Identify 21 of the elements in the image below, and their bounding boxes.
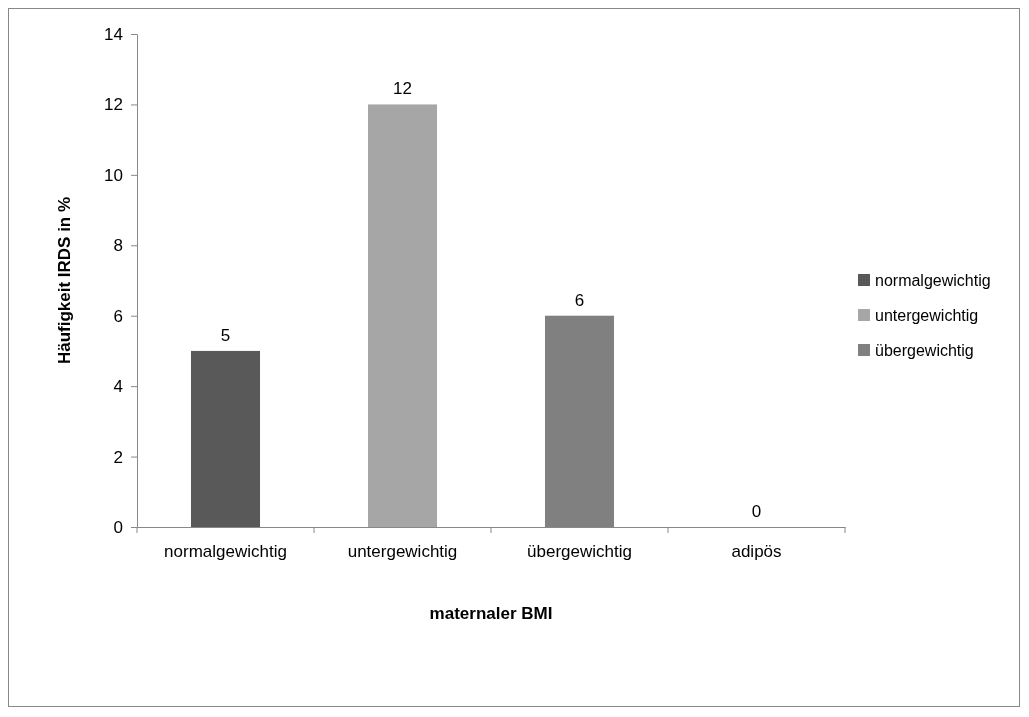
data-label: 6 [574, 290, 585, 310]
x-tick-label: adipös [731, 542, 782, 562]
legend-label: untergewichtig [875, 307, 979, 324]
data-label: 0 [751, 502, 762, 521]
y-tick-label: 12 [104, 95, 123, 115]
y-tick-label: 6 [113, 306, 123, 326]
x-axis-title: maternaler BMI [429, 604, 553, 623]
data-label: 12 [393, 79, 412, 99]
y-tick-label: 8 [113, 236, 123, 256]
y-tick-label: 0 [113, 517, 123, 537]
data-label: 5 [220, 325, 231, 345]
legend-label: normalgewichtig [875, 272, 991, 289]
x-tick-label: untergewichtig [347, 542, 458, 562]
y-tick-label: 10 [104, 165, 123, 185]
x-tick-label: übergewichtig [527, 542, 632, 562]
y-tick-label: 2 [113, 447, 123, 467]
legend-label: übergewichtig [875, 342, 974, 359]
x-tick-label: normalgewichtig [164, 542, 287, 562]
y-tick-label: 4 [113, 377, 123, 397]
y-tick-label: 14 [104, 24, 123, 44]
y-axis-title: Häufigkeit IRDS in % [55, 196, 74, 365]
